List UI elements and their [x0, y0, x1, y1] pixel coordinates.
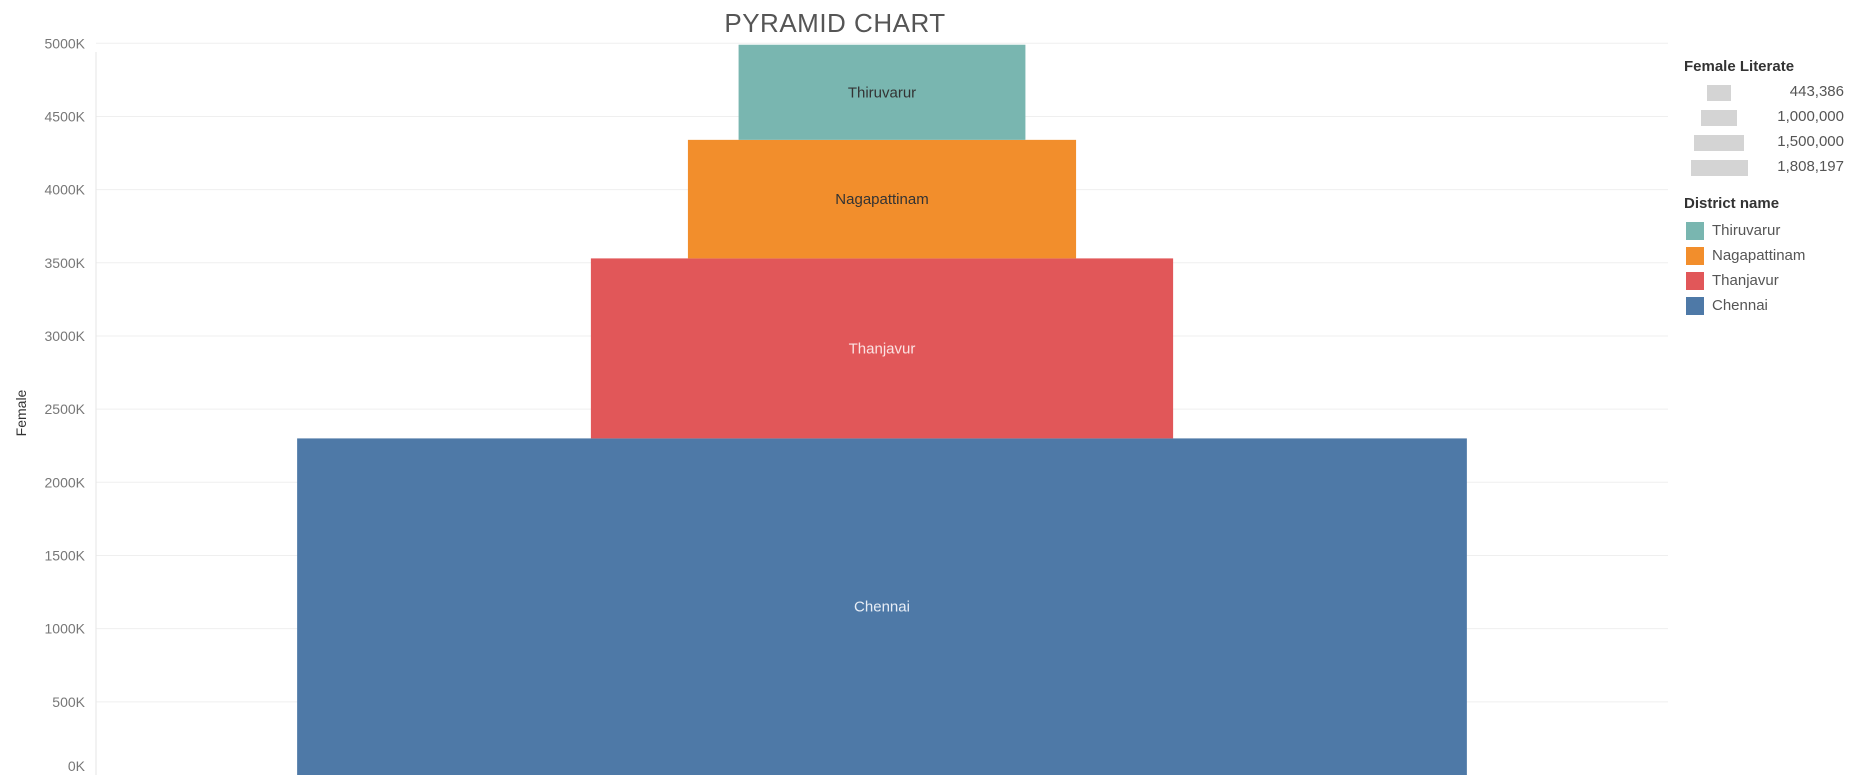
- color-legend-item-nagapattinam[interactable]: Nagapattinam: [1684, 243, 1844, 268]
- y-tick-label: 4000K: [45, 182, 86, 198]
- y-tick-label: 5000K: [45, 35, 86, 51]
- size-legend: 443,386 1,000,000 1,500,000 1,808,197: [1684, 81, 1844, 181]
- legend-label: Nagapattinam: [1712, 247, 1806, 264]
- y-tick-label: 2000K: [45, 474, 86, 490]
- legend-label: Thanjavur: [1712, 272, 1779, 289]
- legend-swatch: [1686, 271, 1704, 290]
- legend-swatch: [1686, 246, 1704, 265]
- bar-chennai[interactable]: [297, 438, 1467, 775]
- bar-label-nagapattinam: Nagapattinam: [835, 191, 928, 208]
- y-tick-label: 3000K: [45, 328, 86, 344]
- size-legend-label: 1,808,197: [1777, 158, 1844, 175]
- size-legend-item: 1,500,000: [1684, 131, 1844, 156]
- y-tick-label: 4500K: [45, 108, 86, 124]
- bar-thiruvarur[interactable]: [738, 44, 1026, 140]
- size-legend-item: 443,386: [1684, 81, 1844, 106]
- legend-swatch: [1686, 296, 1704, 315]
- size-legend-title: Female Literate: [1684, 58, 1795, 75]
- bar-nagapattinam[interactable]: [687, 139, 1077, 259]
- size-legend-swatch: [1690, 160, 1748, 176]
- legend-label: Thiruvarur: [1712, 222, 1781, 239]
- size-legend-swatch: [1700, 110, 1738, 126]
- color-legend-item-thanjavur[interactable]: Thanjavur: [1684, 268, 1844, 293]
- y-tick-label: 2500K: [45, 401, 86, 417]
- pyramid-chart: 0K 500K 1000K 1500K 2000K 2500K 3000K 3500K 4000…: [13, 35, 1668, 775]
- legend-label: Chennai: [1712, 297, 1768, 314]
- bar-label-chennai: Chennai: [854, 599, 910, 616]
- color-legend-item-thiruvarur[interactable]: Thiruvarur: [1684, 218, 1844, 243]
- chart-title: PYRAMID CHART: [724, 8, 946, 38]
- size-legend-label: 1,500,000: [1777, 133, 1844, 150]
- size-legend-label: 1,000,000: [1777, 108, 1844, 125]
- size-legend-label: 443,386: [1789, 83, 1844, 100]
- color-legend-item-chennai[interactable]: Chennai: [1684, 293, 1844, 318]
- y-tick-label: 3500K: [45, 255, 86, 271]
- legend-swatch: [1686, 221, 1704, 240]
- y-tick-label: 500K: [52, 694, 85, 710]
- legend-panel: Female Literate 443,386 1,000,000 1,500,00…: [1684, 58, 1844, 318]
- color-legend-title: District name: [1684, 195, 1780, 212]
- y-tick-label: 1500K: [45, 547, 86, 563]
- size-legend-item: 1,808,197: [1684, 156, 1844, 181]
- bar-thanjavur[interactable]: [590, 258, 1174, 439]
- y-axis-title: Female: [13, 389, 29, 436]
- y-tick-label: 0K: [68, 758, 86, 774]
- bar-label-thiruvarur: Thiruvarur: [848, 84, 916, 101]
- size-legend-swatch: [1707, 85, 1731, 101]
- bar-label-thanjavur: Thanjavur: [849, 340, 916, 357]
- size-legend-swatch: [1694, 135, 1744, 151]
- size-legend-item: 1,000,000: [1684, 106, 1844, 131]
- color-legend: Thiruvarur Nagapattinam Thanjavur Chennai: [1684, 218, 1844, 318]
- y-tick-label: 1000K: [45, 621, 86, 637]
